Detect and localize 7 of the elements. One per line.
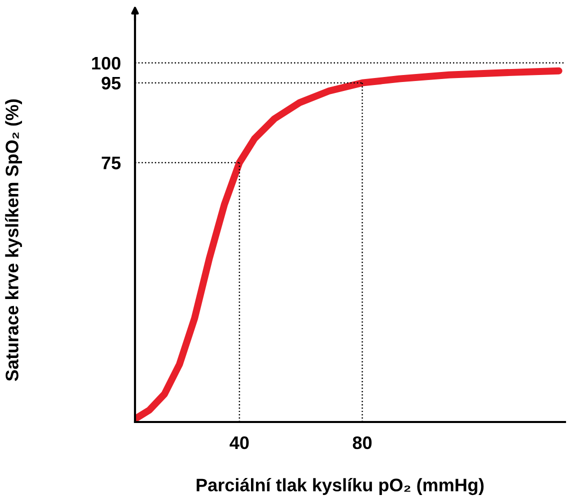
y-tick-label: 95 xyxy=(102,76,121,90)
x-tick-label: 80 xyxy=(352,436,372,450)
x-tick-label: 40 xyxy=(230,436,249,450)
y-tick-label: 75 xyxy=(102,156,121,170)
x-axis-title: Parciální tlak kyslíku pO₂ (mmHg) xyxy=(196,478,484,496)
y-tick-label: 100 xyxy=(92,56,120,70)
y-axis-title: Saturace krve kyslíkem SpO₂ (%) xyxy=(5,99,22,381)
